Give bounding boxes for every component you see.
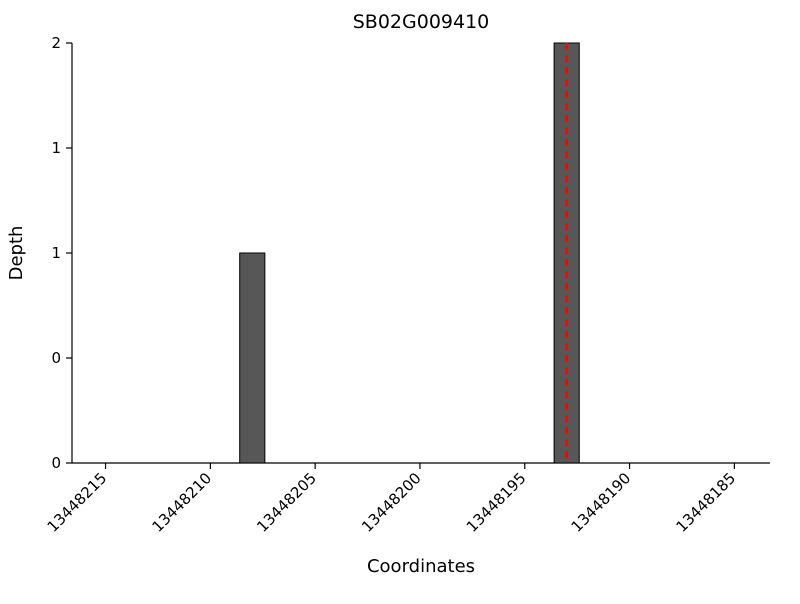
y-tick-label: 2 xyxy=(51,34,61,52)
chart-title: SB02G009410 xyxy=(353,11,490,33)
x-tick-label: 13448190 xyxy=(568,469,635,536)
y-tick-label: 0 xyxy=(51,349,61,367)
x-tick-label: 13448205 xyxy=(253,469,320,536)
x-tick-label: 13448195 xyxy=(463,469,530,536)
plot-area: 13448215 13448210 13448205 13448200 13448195… xyxy=(44,34,770,536)
x-tick-label: 13448200 xyxy=(358,469,425,536)
x-tick-label: 13448215 xyxy=(44,469,111,536)
y-tick-label: 1 xyxy=(51,244,61,262)
y-tick-label: 0 xyxy=(51,454,61,472)
y-tick-label: 1 xyxy=(51,139,61,157)
x-axis-label: Coordinates xyxy=(367,556,475,577)
depth-bar xyxy=(239,252,266,464)
x-tick-label: 13448210 xyxy=(148,469,215,536)
x-tick-label: 13448185 xyxy=(672,469,739,536)
y-axis-label: Depth xyxy=(6,226,27,281)
